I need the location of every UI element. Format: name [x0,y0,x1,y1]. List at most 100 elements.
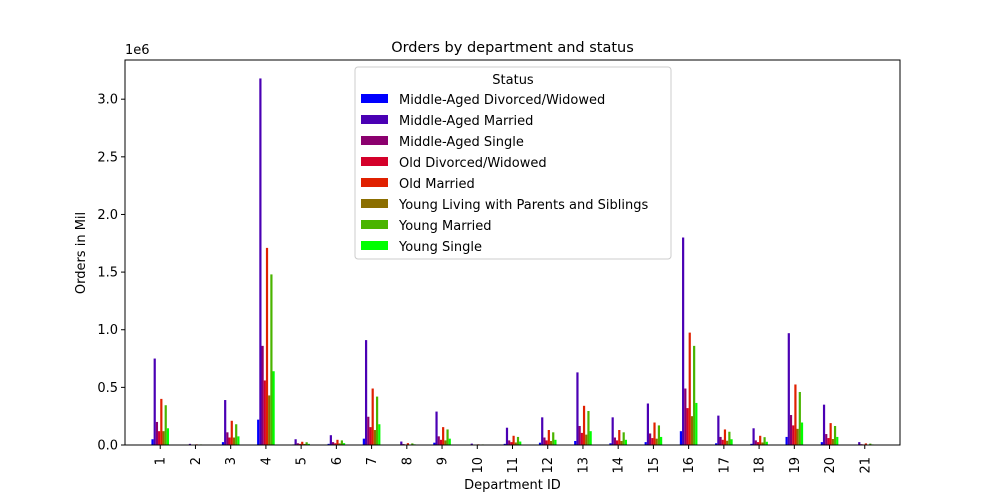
legend-swatch [361,199,388,208]
y-tick-label: 1.0 [97,323,118,338]
bar-dept-13-series-2 [576,372,578,445]
bar-dept-7-series-2 [365,340,367,445]
bar-dept-4-series-4 [264,380,266,445]
bar-dept-11-series-3 [508,440,510,445]
bar-dept-14-series-5 [618,430,620,445]
bar-dept-15-series-5 [653,423,655,445]
bar-dept-20-series-5 [830,423,832,445]
bar-dept-17-series-8 [730,439,732,445]
bar-dept-17-series-5 [724,429,726,445]
bar-dept-15-series-3 [649,433,651,445]
y-tick-label: 2.5 [97,150,118,165]
x-axis-label: Department ID [464,478,561,493]
bar-dept-17-series-4 [722,440,724,445]
bar-dept-11-series-7 [517,437,519,445]
bar-dept-1-series-7 [165,405,167,445]
bar-dept-16-series-7 [693,346,695,445]
bar-dept-18-series-7 [763,437,765,445]
legend-label: Old Divorced/Widowed [399,156,547,171]
y-axis-label: Orders in Mil [74,212,89,294]
bar-dept-6-series-7 [341,440,343,445]
x-tick-label: 18 [753,457,768,474]
y-axis-offset-label: 1e6 [125,43,150,58]
bar-dept-13-series-7 [587,411,589,445]
bar-dept-20-series-8 [836,437,838,445]
bar-dept-15-series-6 [656,439,658,445]
bar-dept-16-series-6 [691,416,693,445]
bar-dept-9-series-3 [438,436,440,445]
legend-label: Young Living with Parents and Siblings [398,198,648,213]
bar-dept-9-series-7 [446,429,448,445]
bar-dept-12-series-2 [541,417,543,445]
bar-dept-11-series-8 [519,442,521,445]
x-tick-label: 3 [224,457,239,465]
legend-swatch [361,115,388,124]
bar-dept-1-series-2 [154,359,156,445]
bar-dept-1-series-8 [167,428,169,445]
bar-dept-11-series-2 [506,428,508,445]
bar-dept-12-series-6 [550,441,552,445]
legend-label: Old Married [399,177,475,192]
x-tick-label: 9 [436,457,451,465]
chart-title: Orders by department and status [391,40,634,56]
legend-swatch [361,220,388,229]
bar-dept-20-series-3 [825,434,827,445]
bar-dept-9-series-6 [444,440,446,445]
bar-dept-13-series-4 [581,433,583,445]
legend-title: Status [492,73,534,88]
legend-label: Young Married [398,219,492,234]
bar-dept-4-series-8 [273,371,275,445]
bar-dept-3-series-7 [235,424,237,445]
bar-dept-1-series-6 [162,431,164,445]
bar-dept-13-series-6 [585,435,587,445]
bar-dept-3-series-8 [237,436,239,445]
legend-label: Middle-Aged Married [399,114,533,129]
bar-dept-19-series-1 [786,437,788,445]
bar-dept-19-series-5 [794,384,796,445]
bar-dept-7-series-5 [372,389,374,445]
bar-dept-16-series-8 [695,403,697,445]
x-tick-label: 19 [788,457,803,474]
x-tick-label: 13 [576,457,591,474]
bar-dept-4-series-3 [262,346,264,445]
bar-dept-3-series-3 [226,432,228,445]
x-tick-label: 5 [295,457,310,465]
bar-dept-13-series-5 [583,406,585,445]
bar-dept-14-series-8 [625,440,627,445]
bar-dept-12-series-8 [554,440,556,445]
y-tick-label: 0.0 [97,439,118,454]
bar-dept-4-series-6 [268,395,270,445]
bar-dept-14-series-4 [616,440,618,445]
x-tick-label: 7 [365,457,380,465]
bar-dept-3-series-5 [231,421,233,445]
legend-swatch [361,178,388,187]
bar-dept-4-series-7 [270,274,272,445]
x-tick-label: 15 [647,457,662,474]
y-tick-label: 2.0 [97,208,118,223]
x-tick-label: 1 [154,457,169,465]
bar-dept-1-series-3 [156,422,158,445]
bar-dept-16-series-3 [684,389,686,445]
bar-dept-17-series-2 [717,416,719,445]
x-tick-label: 17 [717,457,732,474]
legend-swatch [361,94,388,103]
bar-dept-12-series-5 [548,430,550,445]
legend-swatch [361,241,388,250]
bar-dept-15-series-4 [651,438,653,445]
legend: Status Middle-Aged Divorced/Widowed Middl… [355,67,671,259]
bar-dept-7-series-6 [374,430,376,445]
bar-dept-19-series-8 [801,423,803,445]
x-tick-label: 20 [823,457,838,474]
bar-dept-4-series-2 [259,78,261,445]
bar-dept-9-series-4 [440,440,442,445]
legend-label: Middle-Aged Divorced/Widowed [399,93,605,108]
bar-dept-15-series-8 [660,437,662,445]
bar-dept-20-series-6 [832,439,834,445]
legend-label: Middle-Aged Single [399,135,524,150]
bar-dept-18-series-5 [759,436,761,445]
bar-dept-16-series-2 [682,238,684,445]
bar-dept-14-series-3 [614,438,616,445]
bar-dept-1-series-1 [151,439,153,445]
bar-dept-12-series-4 [546,440,548,445]
